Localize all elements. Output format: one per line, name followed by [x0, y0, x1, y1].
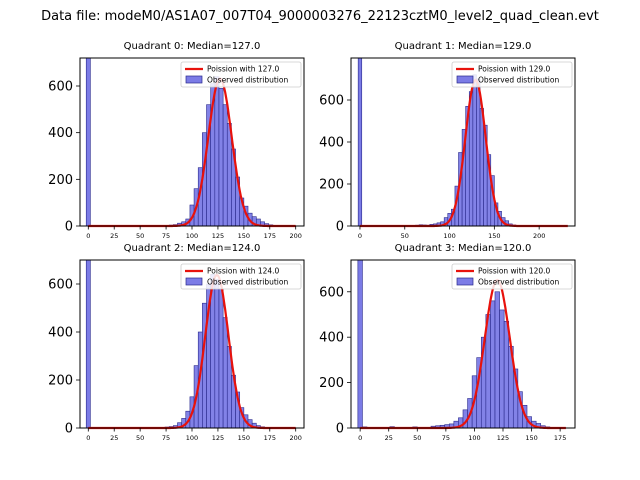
legend-box — [451, 263, 573, 290]
legend-curve-label: Poission with 127.0 — [207, 65, 280, 74]
y-tick-label: 0 — [65, 220, 73, 235]
histogram-bar — [214, 278, 220, 429]
histogram-bar — [214, 76, 220, 227]
y-tick-label: 400 — [319, 331, 344, 346]
x-tick-label: 125 — [497, 434, 509, 442]
histogram-bar — [503, 320, 510, 429]
legend-bar-swatch — [185, 277, 203, 286]
x-tick-label: 200 — [533, 232, 545, 240]
legend-box — [180, 61, 302, 88]
histogram-bar-zero — [85, 259, 91, 429]
legend-box — [451, 61, 573, 88]
histogram-bar-zero — [357, 259, 363, 429]
legend-box — [180, 263, 302, 290]
legend-bar-label: Observed distribution — [478, 278, 559, 287]
x-tick-label: 125 — [212, 232, 224, 240]
x-tick-label: 75 — [162, 434, 170, 442]
legend: Poission with 129.0 Observed distribution — [451, 61, 573, 88]
x-tick-label: 75 — [442, 434, 450, 442]
histogram-bar — [479, 108, 484, 227]
subplot-title: Quadrant 3: Median=120.0 — [395, 243, 532, 254]
histogram-bar — [202, 302, 207, 429]
subplot-grid: Quadrant 0: Median=127.0 0 200 400 600 0 25 50 7… — [48, 41, 576, 442]
histogram-bar-zero — [357, 57, 363, 227]
y-tick-label: 0 — [65, 422, 73, 437]
x-tick-label: 150 — [238, 232, 250, 240]
x-tick-label: 175 — [264, 434, 276, 442]
y-tick-label: 400 — [48, 326, 73, 341]
y-tick-label: 600 — [319, 285, 344, 300]
histogram-bar — [490, 300, 496, 429]
x-tick-label: 175 — [264, 232, 276, 240]
x-tick-label: 200 — [289, 434, 301, 442]
subplot-title: Quadrant 1: Median=129.0 — [395, 41, 532, 52]
legend-curve-label: Poission with 124.0 — [207, 267, 280, 276]
y-tick-label: 600 — [48, 80, 73, 95]
histogram-bar — [218, 288, 224, 429]
x-tick-label: 50 — [401, 232, 409, 240]
histogram-bar — [499, 309, 505, 429]
x-tick-label: 50 — [136, 434, 144, 442]
y-tick-label: 600 — [319, 94, 344, 109]
x-tick-label: 25 — [385, 434, 393, 442]
subplot-quadrant-0: Quadrant 0: Median=127.0 0 200 400 600 0 25 50 7… — [48, 41, 305, 240]
histogram-bar — [468, 91, 474, 227]
x-tick-label: 150 — [488, 232, 500, 240]
x-tick-label: 75 — [162, 232, 170, 240]
x-tick-label: 50 — [136, 232, 144, 240]
y-tick-label: 200 — [319, 178, 344, 193]
legend-bar-label: Observed distribution — [207, 278, 288, 287]
legend: Poission with 120.0 Observed distribution — [451, 263, 573, 290]
x-tick-label: 125 — [212, 434, 224, 442]
x-tick-label: 0 — [86, 232, 90, 240]
subplot-quadrant-1: Quadrant 1: Median=129.0 0 200 400 600 0 50 100… — [319, 41, 576, 240]
x-tick-label: 100 — [186, 232, 198, 240]
histogram-bar — [226, 123, 232, 227]
figure-title: Data file: modeM0/AS1A07_007T04_90000032… — [41, 9, 599, 24]
histogram-bar — [472, 74, 477, 227]
x-tick-label: 0 — [86, 434, 90, 442]
x-tick-label: 200 — [289, 232, 301, 240]
x-tick-label: 100 — [443, 232, 455, 240]
x-tick-label: 25 — [110, 232, 118, 240]
x-tick-label: 0 — [358, 232, 362, 240]
x-tick-label: 100 — [186, 434, 198, 442]
y-tick-label: 400 — [48, 126, 73, 141]
histogram-bar-zero — [85, 57, 91, 227]
histogram-bar — [218, 88, 224, 227]
x-tick-label: 100 — [468, 434, 480, 442]
x-tick-label: 150 — [238, 434, 250, 442]
y-tick-label: 200 — [48, 374, 73, 389]
legend-bar-label: Observed distribution — [478, 76, 559, 85]
x-tick-label: 25 — [110, 434, 118, 442]
legend-bar-swatch — [185, 75, 203, 84]
y-tick-label: 600 — [48, 278, 73, 293]
legend-bar-label: Observed distribution — [207, 76, 288, 85]
x-tick-label: 0 — [358, 434, 362, 442]
y-tick-label: 200 — [48, 173, 73, 188]
legend: Poission with 124.0 Observed distribution — [180, 263, 302, 290]
subplot-title: Quadrant 2: Median=124.0 — [124, 243, 261, 254]
y-tick-label: 400 — [319, 136, 344, 151]
histogram-bar — [222, 104, 228, 227]
x-tick-label: 150 — [525, 434, 537, 442]
histogram-bar — [222, 317, 228, 429]
subplot-title: Quadrant 0: Median=127.0 — [124, 41, 261, 52]
subplot-quadrant-3: Quadrant 3: Median=120.0 0 200 400 600 0 25 50 7… — [319, 243, 576, 442]
y-tick-label: 0 — [336, 422, 344, 437]
y-tick-label: 0 — [336, 220, 344, 235]
legend-bar-swatch — [456, 277, 474, 286]
subplot-quadrant-2: Quadrant 2: Median=124.0 0 200 400 600 0 25 50 7… — [48, 243, 305, 442]
histogram-bar — [494, 291, 500, 429]
legend-bar-swatch — [456, 75, 474, 84]
legend: Poission with 127.0 Observed distribution — [180, 61, 302, 88]
x-tick-label: 50 — [413, 434, 421, 442]
histogram-bar — [476, 78, 481, 227]
legend-curve-label: Poission with 120.0 — [478, 267, 551, 276]
axes-frame — [350, 259, 576, 429]
x-tick-label: 175 — [554, 434, 566, 442]
legend-curve-label: Poission with 129.0 — [478, 65, 551, 74]
y-tick-label: 200 — [319, 376, 344, 391]
